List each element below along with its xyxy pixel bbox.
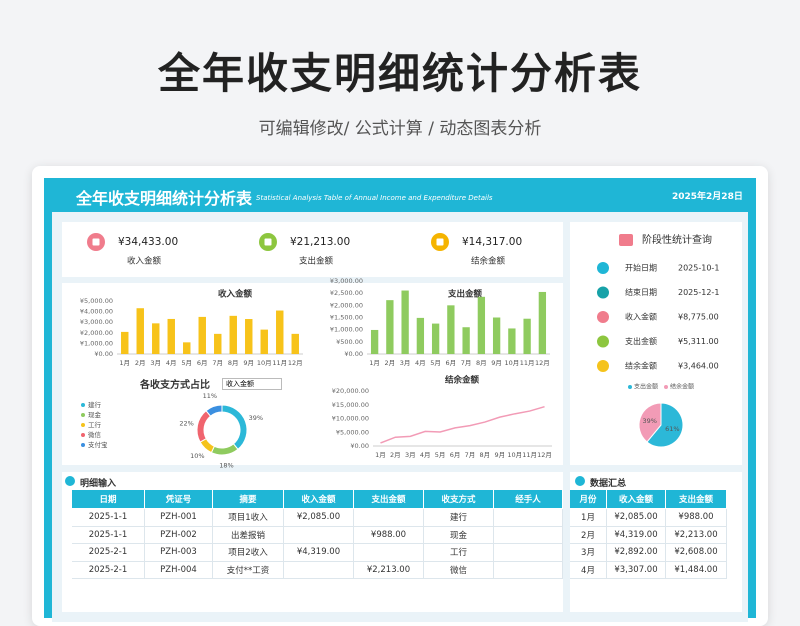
table-cell: ¥2,213.00: [666, 526, 727, 544]
table-cell: 项目1收入: [213, 509, 284, 527]
detail-title: 明细输入: [80, 479, 117, 489]
table-cell: 项目2收入: [213, 544, 284, 562]
summary-table-title: 数据汇总: [590, 479, 627, 489]
table-cell: ¥988.00: [354, 526, 424, 544]
table-cell: PZH-002: [145, 526, 213, 544]
table-header: 经手人: [494, 490, 563, 509]
table-cell: 3月: [570, 544, 607, 562]
table-cell: [494, 561, 563, 579]
page: 全年收支明细统计分析表 可编辑修改/ 公式计算 / 动态图表分析 全年收支明细统…: [32, 49, 768, 626]
table-header: 收入金额: [284, 490, 354, 509]
table-header: 支出金额: [354, 490, 424, 509]
table-cell: 4月: [570, 561, 607, 579]
table-header: 收入金额: [607, 490, 666, 509]
table-cell: ¥988.00: [666, 509, 727, 527]
table-cell: 建行: [424, 509, 494, 527]
summary-panel: [62, 222, 563, 277]
card-subtitle: Statistical Analysis Table of Annual Inc…: [256, 194, 493, 202]
table-cell: [284, 561, 354, 579]
chart-panel: [62, 283, 563, 465]
table-cell: PZH-004: [145, 561, 213, 579]
table-cell: 现金: [424, 526, 494, 544]
selector[interactable]: 收入金额: [222, 378, 282, 390]
table-cell: ¥2,085.00: [607, 509, 666, 527]
table-cell: [354, 544, 424, 562]
table-cell: [494, 509, 563, 527]
table-cell: ¥2,085.00: [284, 509, 354, 527]
card-title: 全年收支明细统计分析表: [76, 189, 253, 208]
table-cell: PZH-003: [145, 544, 213, 562]
table-cell: [494, 526, 563, 544]
table-cell: 2025-1-1: [72, 526, 145, 544]
table-header: 支出金额: [666, 490, 727, 509]
table-cell: 2025-2-1: [72, 544, 145, 562]
table-cell: ¥1,484.00: [666, 561, 727, 579]
table-cell: 微信: [424, 561, 494, 579]
table-cell: 1月: [570, 509, 607, 527]
table-cell: 2025-1-1: [72, 509, 145, 527]
table-cell: 工行: [424, 544, 494, 562]
table-cell: 支付**工资: [213, 561, 284, 579]
table-cell: PZH-001: [145, 509, 213, 527]
table-cell: [284, 526, 354, 544]
table-cell: ¥2,608.00: [666, 544, 727, 562]
table-cell: ¥4,319.00: [607, 526, 666, 544]
page-title: 全年收支明细统计分析表: [157, 49, 642, 98]
table-cell: 2月: [570, 526, 607, 544]
table-header: 摘要: [213, 490, 284, 509]
table-cell: ¥2,213.00: [354, 561, 424, 579]
table-cell: ¥2,892.00: [607, 544, 666, 562]
table-cell: 2025-2-1: [72, 561, 145, 579]
table-header: 日期: [72, 490, 145, 509]
table-cell: [354, 509, 424, 527]
table-header: 月份: [570, 490, 607, 509]
table-header: 收支方式: [424, 490, 494, 509]
table-cell: [494, 544, 563, 562]
query-panel: [570, 222, 742, 465]
page-subtitle: 可编辑修改/ 公式计算 / 动态图表分析: [258, 119, 542, 139]
table-header: 凭证号: [145, 490, 213, 509]
card-date: 2025年2月28日: [672, 192, 743, 202]
table-cell: 出差报销: [213, 526, 284, 544]
table-cell: ¥3,307.00: [607, 561, 666, 579]
table-cell: ¥4,319.00: [284, 544, 354, 562]
